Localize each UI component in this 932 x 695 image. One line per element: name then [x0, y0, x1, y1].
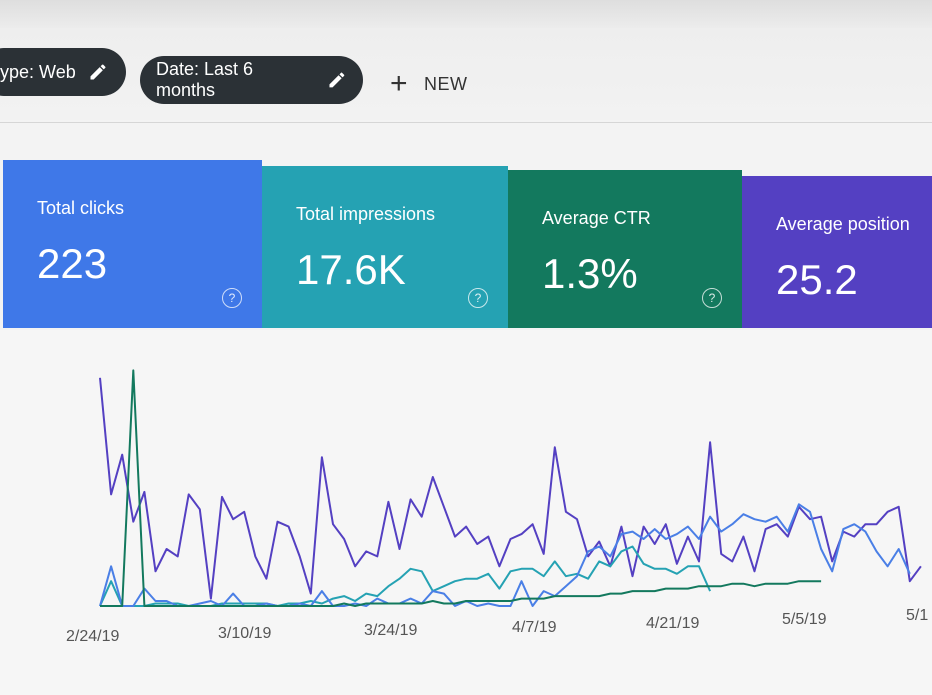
average-ctr-card[interactable]: Average CTR 1.3% ? — [508, 170, 742, 328]
filter-bar: ype: Web Date: Last 6 months + NEW — [0, 0, 932, 120]
total-impressions-card[interactable]: Total impressions 17.6K ? — [262, 166, 508, 328]
plus-icon: + — [390, 69, 408, 99]
average-position-value: 25.2 — [776, 256, 858, 304]
help-circle-icon[interactable]: ? — [222, 288, 242, 308]
x-tick-label: 5/5/19 — [782, 611, 826, 629]
x-tick-label: 2/24/19 — [66, 628, 119, 646]
date-filter-label: Date: Last 6 months — [156, 59, 315, 101]
total-clicks-label: Total clicks — [37, 198, 124, 219]
average-ctr-value: 1.3% — [542, 250, 638, 298]
x-tick-label: 5/1 — [906, 607, 928, 625]
series-line-0 — [100, 378, 921, 599]
average-ctr-label: Average CTR — [542, 208, 651, 229]
performance-chart: 2/24/19 3/10/19 3/24/19 4/7/19 4/21/19 5/5/19… — [0, 330, 932, 695]
total-clicks-value: 223 — [37, 240, 107, 288]
date-filter-chip[interactable]: Date: Last 6 months — [140, 56, 363, 104]
average-position-card[interactable]: Average position 25.2 — [742, 176, 932, 328]
x-tick-label: 3/10/19 — [218, 625, 271, 643]
pencil-icon[interactable] — [88, 62, 108, 82]
help-circle-icon[interactable]: ? — [702, 288, 722, 308]
chart-canvas — [0, 330, 932, 695]
new-filter-button[interactable]: + NEW — [390, 66, 468, 102]
top-edge — [0, 0, 932, 28]
type-filter-chip[interactable]: ype: Web — [0, 48, 126, 96]
divider — [0, 122, 932, 123]
average-position-label: Average position — [776, 214, 910, 235]
type-filter-label: ype: Web — [0, 62, 76, 83]
new-filter-label: NEW — [424, 74, 468, 95]
series-line-1 — [100, 547, 710, 607]
x-tick-label: 4/7/19 — [512, 619, 556, 637]
pencil-icon[interactable] — [327, 70, 347, 90]
x-tick-label: 3/24/19 — [364, 622, 417, 640]
total-clicks-card[interactable]: Total clicks 223 ? — [3, 160, 262, 328]
help-circle-icon[interactable]: ? — [468, 288, 488, 308]
total-impressions-label: Total impressions — [296, 204, 435, 225]
total-impressions-value: 17.6K — [296, 246, 406, 294]
x-tick-label: 4/21/19 — [646, 615, 699, 633]
